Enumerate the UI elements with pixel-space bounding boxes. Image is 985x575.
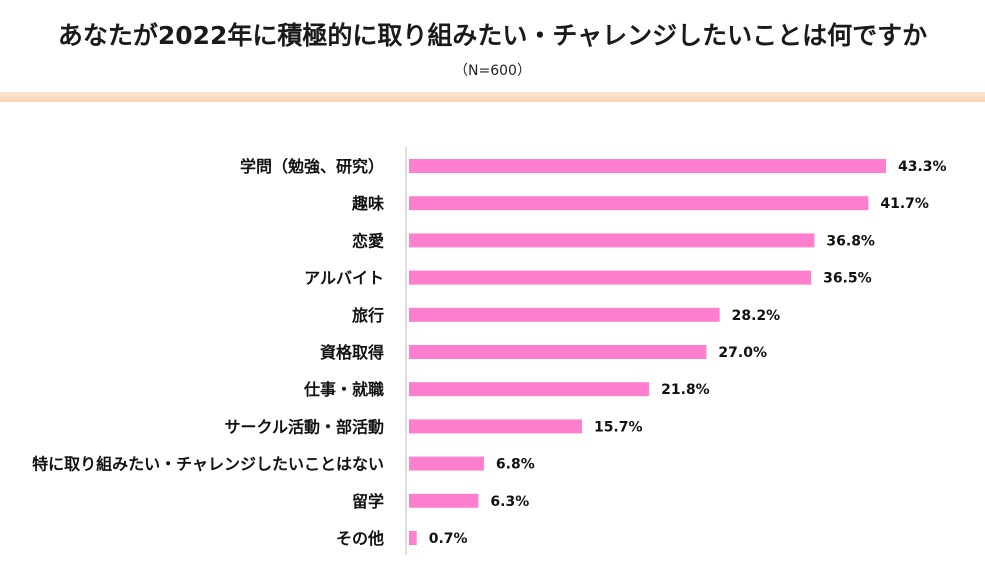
category-label: 資格取得: [320, 343, 384, 362]
category-label: 趣味: [351, 194, 384, 213]
value-label: 43.3%: [898, 159, 947, 175]
bar: [409, 419, 582, 434]
value-label: 6.3%: [490, 494, 529, 510]
category-label: 恋愛: [352, 231, 384, 250]
value-label: 28.2%: [732, 308, 781, 324]
header-divider: [0, 92, 985, 102]
bar: [409, 345, 707, 359]
bar: [409, 270, 812, 285]
category-label: 旅行: [352, 306, 384, 325]
category-label: 学問（勉強、研究）: [240, 157, 384, 176]
bar: [409, 307, 720, 322]
bar: [409, 456, 484, 471]
value-label: 15.7%: [594, 419, 643, 435]
category-label: アルバイト: [304, 269, 384, 288]
bar: [409, 233, 815, 248]
category-label: 特に取り組みたい・チャレンジしたいことはない: [32, 455, 384, 474]
value-label: 6.8%: [496, 457, 535, 473]
category-label: 仕事・就職: [303, 380, 384, 399]
category-label: 留学: [352, 492, 384, 511]
bar: [409, 382, 650, 397]
value-label: 36.8%: [826, 233, 875, 249]
value-label: 41.7%: [880, 196, 929, 212]
bar: [409, 531, 417, 545]
chart-title: あなたが2022年に積極的に取り組みたい・チャレンジしたいことは何ですか: [57, 21, 928, 50]
bar: [409, 196, 869, 211]
category-label: その他: [336, 529, 384, 548]
bar: [409, 159, 886, 173]
value-label: 21.8%: [661, 382, 710, 398]
category-label: サークル活動・部活動: [224, 417, 384, 436]
value-label: 36.5%: [823, 271, 872, 287]
value-label: 0.7%: [429, 531, 468, 547]
bar: [409, 493, 479, 508]
chart-subtitle: （N=600）: [454, 63, 531, 79]
value-label: 27.0%: [718, 345, 767, 361]
